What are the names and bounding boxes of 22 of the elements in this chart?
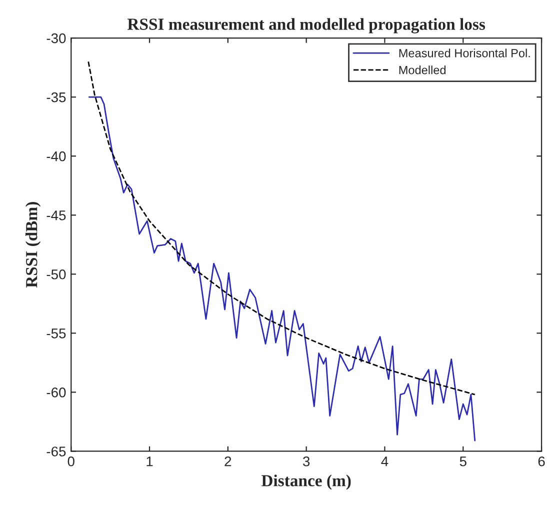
x-tick-label: 2 bbox=[224, 456, 232, 466]
x-tick-label: 0 bbox=[68, 456, 74, 466]
legend-label: Measured Horisontal Pol. bbox=[399, 48, 530, 58]
y-tick-label: -40 bbox=[46, 151, 66, 162]
chart-title: RSSI measurement and modelled propagation loss bbox=[127, 18, 486, 34]
y-tick-label: -35 bbox=[46, 92, 66, 102]
x-tick-label: 4 bbox=[381, 456, 388, 466]
y-tick-label: -55 bbox=[46, 328, 66, 338]
x-tick-label: 5 bbox=[460, 456, 466, 466]
x-tick-label: 3 bbox=[302, 456, 310, 466]
line-series bbox=[88, 96, 476, 442]
y-tick-label: -50 bbox=[46, 269, 66, 280]
y-tick-label: -60 bbox=[46, 388, 66, 398]
y-tick-label: -45 bbox=[46, 210, 66, 220]
x-tick-label: 1 bbox=[146, 456, 153, 466]
y-tick-label: -65 bbox=[46, 446, 66, 456]
y-tick-label: -30 bbox=[46, 33, 66, 44]
line-series bbox=[88, 60, 476, 396]
x-axis-title: Distance (m) bbox=[261, 474, 351, 490]
y-axis-title: RSSI (dBm) bbox=[26, 202, 41, 288]
legend-label: Modelled bbox=[399, 66, 446, 74]
x-tick-label: 6 bbox=[538, 456, 545, 466]
